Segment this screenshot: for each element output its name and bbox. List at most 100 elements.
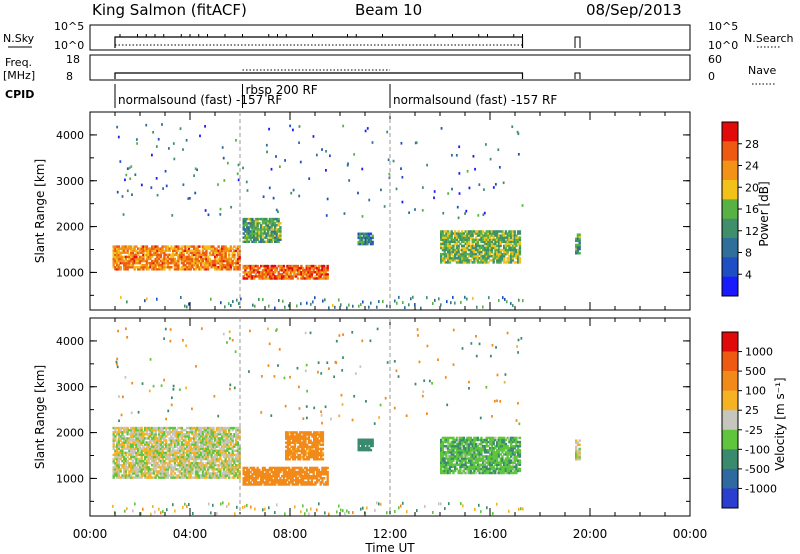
echo-cell bbox=[292, 451, 295, 455]
echo-cell bbox=[452, 244, 455, 248]
echo-cell bbox=[247, 234, 251, 237]
echo-cell bbox=[362, 242, 366, 246]
echo-cell bbox=[485, 246, 488, 250]
echo-cell bbox=[489, 455, 492, 458]
echo-cell bbox=[576, 247, 580, 251]
echo-cell bbox=[229, 441, 233, 444]
echo-cell bbox=[447, 238, 450, 241]
echo-cell bbox=[504, 248, 508, 252]
echo-cell bbox=[217, 449, 220, 453]
echo-cell bbox=[214, 453, 217, 457]
echo-cell bbox=[145, 249, 149, 252]
echo-cell bbox=[480, 440, 483, 444]
echo-cell bbox=[319, 481, 322, 484]
echo-cell bbox=[263, 217, 266, 221]
echo-cell bbox=[224, 257, 227, 261]
echo-cell bbox=[274, 217, 277, 221]
echo-cell bbox=[221, 463, 224, 467]
echo-cell bbox=[480, 438, 483, 442]
echo-cell bbox=[177, 245, 180, 248]
echo-cell bbox=[576, 245, 580, 249]
echo-cell bbox=[489, 440, 492, 444]
echo-cell bbox=[244, 481, 247, 484]
echo-cell bbox=[513, 236, 516, 239]
echo-cell bbox=[443, 236, 446, 239]
echo-cell bbox=[284, 271, 287, 274]
echo-cell bbox=[285, 445, 288, 449]
echo-cell bbox=[494, 183, 497, 186]
echo-cell bbox=[303, 268, 307, 272]
echo-cell bbox=[131, 453, 135, 457]
echo-cell bbox=[359, 440, 362, 444]
echo-cell bbox=[309, 268, 312, 272]
echo-cell bbox=[254, 483, 258, 486]
echo-cell bbox=[177, 437, 180, 440]
echo-cell bbox=[310, 481, 314, 484]
echo-cell bbox=[438, 297, 440, 301]
echo-cell bbox=[317, 271, 321, 274]
echo-cell bbox=[324, 481, 328, 484]
echo-cell bbox=[457, 451, 460, 454]
echo-cell bbox=[455, 436, 459, 440]
echo-cell bbox=[447, 444, 450, 448]
echo-cell bbox=[137, 468, 140, 471]
echo-cell bbox=[274, 240, 277, 244]
echo-cell bbox=[302, 447, 305, 451]
echo-cell bbox=[510, 240, 513, 244]
echo-cell bbox=[482, 447, 485, 450]
echo-cell bbox=[201, 245, 205, 248]
echo-cell bbox=[170, 459, 173, 463]
echo-cell bbox=[461, 244, 464, 248]
echo-cell bbox=[447, 232, 450, 235]
echo-cell bbox=[318, 435, 321, 438]
echo-cell bbox=[256, 228, 259, 231]
echo-cell bbox=[307, 277, 310, 280]
echo-cell bbox=[440, 259, 443, 262]
echo-cell bbox=[440, 465, 443, 469]
power-ylabel: Slant Range [km] bbox=[33, 159, 47, 263]
echo-cell bbox=[443, 230, 446, 233]
echo-cell bbox=[485, 461, 488, 464]
echo-cell bbox=[459, 440, 462, 444]
echo-cell bbox=[198, 468, 201, 471]
echo-cell bbox=[461, 436, 464, 440]
echo-cell bbox=[142, 445, 145, 448]
echo-cell bbox=[168, 268, 171, 271]
echo-cell bbox=[175, 476, 178, 479]
echo-cell bbox=[159, 453, 163, 457]
echo-cell bbox=[441, 257, 445, 260]
echo-cell bbox=[229, 463, 233, 467]
echo-cell bbox=[518, 252, 522, 256]
echo-cell bbox=[198, 470, 201, 473]
echo-cell bbox=[317, 472, 321, 476]
echo-cell bbox=[233, 453, 236, 457]
echo-cell bbox=[265, 226, 268, 229]
echo-cell bbox=[469, 234, 473, 237]
echo-cell bbox=[322, 299, 324, 303]
echo-cell bbox=[164, 169, 167, 173]
echo-cell bbox=[366, 240, 369, 244]
echo-cell bbox=[303, 277, 307, 280]
echo-cell bbox=[175, 263, 178, 267]
echo-cell bbox=[508, 234, 511, 237]
echo-cell bbox=[144, 447, 147, 450]
echo-cell bbox=[455, 442, 459, 446]
echo-cell bbox=[468, 252, 471, 256]
echo-cell bbox=[485, 457, 488, 460]
echo-cell bbox=[459, 236, 462, 239]
echo-cell bbox=[487, 440, 490, 444]
echo-cell bbox=[226, 247, 229, 250]
echo-cell bbox=[496, 444, 499, 448]
echo-cell bbox=[167, 147, 170, 150]
echo-cell bbox=[473, 467, 476, 471]
echo-cell bbox=[511, 246, 515, 250]
echo-cell bbox=[246, 264, 249, 268]
echo-cell bbox=[215, 268, 219, 271]
echo-cell bbox=[230, 205, 233, 209]
echo-cell bbox=[203, 251, 206, 255]
echo-cell bbox=[282, 472, 286, 476]
echo-cell bbox=[194, 247, 198, 250]
echo-cell bbox=[116, 474, 119, 477]
echo-cell bbox=[114, 461, 117, 465]
echo-cell bbox=[133, 472, 136, 475]
